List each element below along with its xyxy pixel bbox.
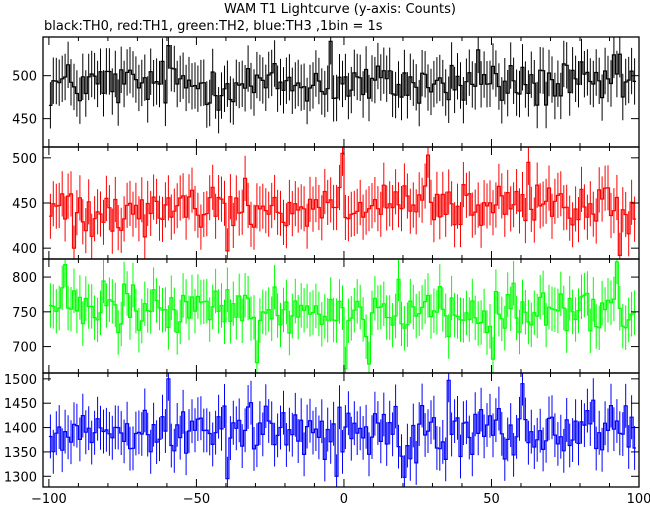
panel-plot-th3 bbox=[48, 373, 636, 487]
x-tick-label: −50 bbox=[183, 492, 210, 505]
x-tick-label: 0 bbox=[340, 492, 348, 505]
y-tick-label-th3: 1400 bbox=[4, 422, 37, 437]
panel-th2: 700 750 800 bbox=[12, 258, 640, 374]
series-th2 bbox=[48, 261, 636, 370]
panel-plot-th0 bbox=[48, 37, 636, 134]
y-tick-label-th2: 800 bbox=[12, 271, 37, 286]
y-tick-label-th3: 1350 bbox=[4, 446, 37, 461]
y-tick-label-th2: 750 bbox=[12, 306, 37, 321]
y-tick-label-th0: 450 bbox=[12, 113, 37, 128]
y-tick-label-th3: 1500 bbox=[4, 373, 37, 388]
y-tick-label-th1: 450 bbox=[12, 197, 37, 212]
series-th3 bbox=[48, 378, 636, 480]
panel-th1: 400 450 500 bbox=[12, 146, 640, 260]
y-tick-label-th3: 1300 bbox=[4, 470, 37, 485]
panels: 450 500 400 450 500 700 750 800 1300 1350 1400 1450… bbox=[4, 36, 640, 488]
panel-frame-th0 bbox=[42, 36, 640, 148]
x-tick-label: −100 bbox=[31, 492, 67, 505]
chart-title: WAM T1 Lightcurve (y-axis: Counts) bbox=[224, 2, 456, 17]
x-tick-label: 100 bbox=[627, 492, 650, 505]
panel-plot-th2 bbox=[48, 259, 636, 373]
panel-frame-th3 bbox=[42, 372, 640, 488]
y-tick-label-th1: 400 bbox=[12, 242, 37, 257]
panel-frame-th2 bbox=[42, 258, 640, 374]
x-tick-label: 50 bbox=[483, 492, 500, 505]
y-tick-label-th0: 500 bbox=[12, 70, 37, 85]
y-tick-label-th3: 1450 bbox=[4, 397, 37, 412]
series-th0 bbox=[48, 40, 636, 111]
panel-th3: 1300 1350 1400 1450 1500 bbox=[4, 372, 640, 488]
panel-th0: 450 500 bbox=[12, 36, 640, 148]
chart-subtitle: black:TH0, red:TH1, green:TH2, blue:TH3 … bbox=[44, 19, 383, 34]
x-axis: −100 −50 0 50 100 bbox=[31, 492, 650, 505]
y-tick-label-th2: 700 bbox=[12, 341, 37, 356]
y-tick-label-th1: 500 bbox=[12, 152, 37, 167]
